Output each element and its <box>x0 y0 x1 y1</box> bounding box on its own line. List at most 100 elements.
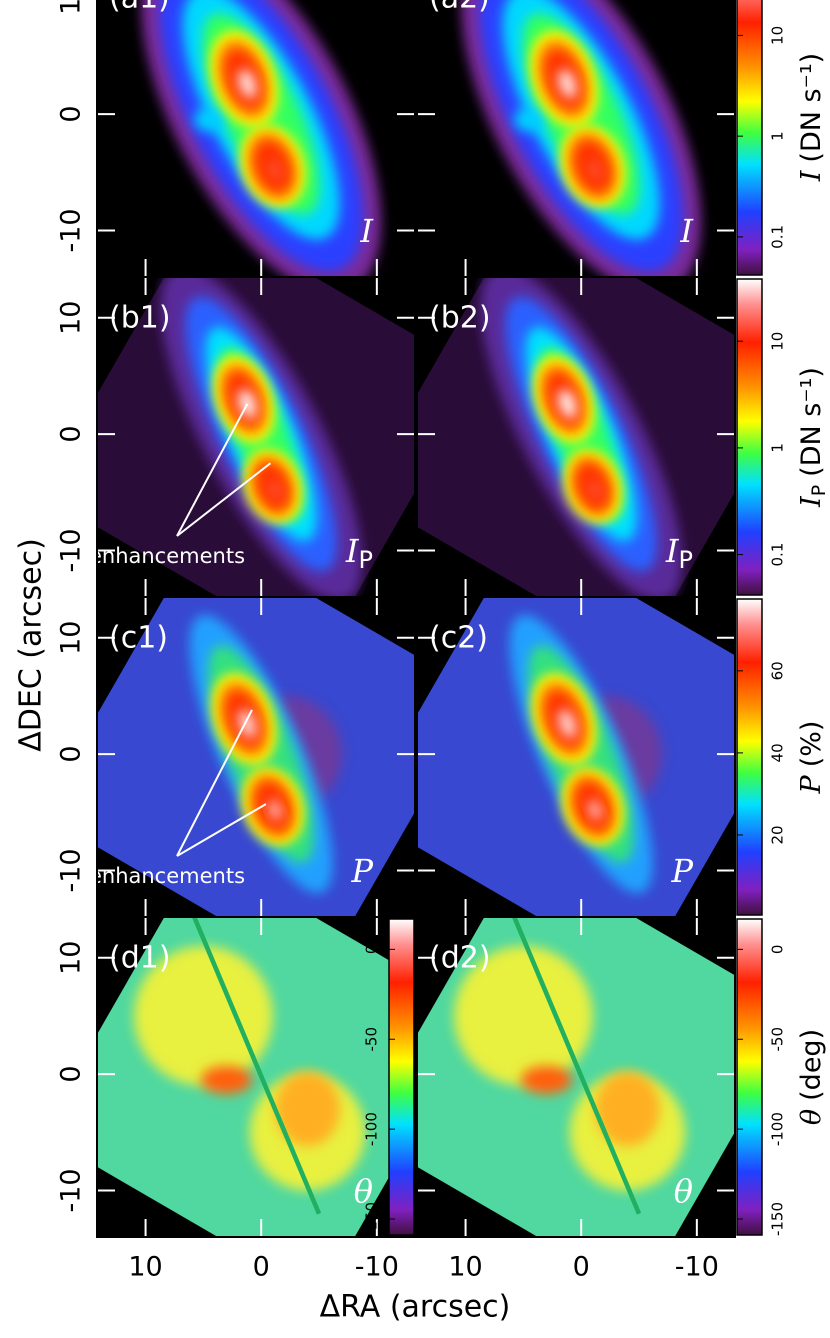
annotation-line <box>176 403 249 537</box>
x-tick-label: 10 <box>448 1252 482 1283</box>
panel-symbol: θ <box>354 1172 373 1210</box>
symbol: I <box>796 495 827 508</box>
panel-symbol: P <box>350 852 373 890</box>
colorbar-tick-label: 40 <box>769 743 787 762</box>
colorbar-gradient <box>736 278 763 596</box>
panel: (d2) θ <box>417 917 735 1237</box>
symbol: P <box>670 852 693 890</box>
colorbar-tick-label: 10 <box>769 26 787 45</box>
annotation-line <box>176 803 267 857</box>
x-tick-label: 10 <box>128 1252 162 1283</box>
y-tick-label: 10 <box>56 301 87 335</box>
colorbar-tick-label: 1 <box>769 443 787 453</box>
image-feature <box>268 159 282 180</box>
panel-label: (a1) <box>109 0 170 16</box>
panel-image <box>417 597 735 917</box>
image-feature <box>588 799 602 820</box>
colorbar-tick-label: -150 <box>363 1202 381 1236</box>
image-feature <box>558 69 577 99</box>
x-tick-label: -10 <box>675 1252 719 1283</box>
y-tick-label: 0 <box>56 105 87 122</box>
panel-image <box>97 277 415 597</box>
panel-label: (d1) <box>109 941 171 976</box>
symbol: P <box>796 774 827 794</box>
symbol: P <box>350 852 373 890</box>
panel-symbol: IP <box>665 532 693 575</box>
unit: (%) <box>796 721 827 768</box>
panel-image <box>461 0 702 277</box>
panel-image <box>417 277 735 597</box>
colorbar: 0 -50 -100 -150 θ (deg) <box>736 918 827 1236</box>
panel: (d1) θ <box>97 917 415 1237</box>
symbol: I <box>359 212 374 250</box>
subscript: P <box>808 485 830 496</box>
x-tick-label: 0 <box>253 1252 270 1283</box>
image-feature <box>275 1071 340 1147</box>
colorbar-tick-label: -50 <box>769 1027 787 1052</box>
panel-image <box>97 917 415 1237</box>
colorbar-tick-label: 0.1 <box>769 543 787 567</box>
colorbar: 0 -50 -100 -150 <box>363 918 415 1236</box>
panel-frame <box>96 916 416 1238</box>
colorbar-tick-label: 0.1 <box>769 225 787 249</box>
panel-label: (b2) <box>429 301 491 336</box>
image-feature <box>521 1065 572 1094</box>
image-feature <box>588 479 602 500</box>
colorbar-label: I (DN s⁻¹) <box>796 53 827 182</box>
x-tick-label: -10 <box>355 1252 399 1283</box>
panel: (b2) IP <box>417 277 735 597</box>
colorbar-label: IP (DN s⁻¹) <box>796 367 830 508</box>
colorbar-tick-label: 0 <box>769 945 787 955</box>
panel-image <box>141 0 382 277</box>
colorbar-tick-label: 1 <box>769 131 787 141</box>
colorbar-gradient <box>388 918 415 1236</box>
y-tick-label: -10 <box>56 528 87 572</box>
panel-symbol: P <box>670 852 693 890</box>
panel: (c2) P <box>417 597 735 917</box>
y-tick-label: 10 <box>56 621 87 655</box>
unit: (DN s⁻¹) <box>796 53 827 163</box>
colorbar-tick-label: 20 <box>769 825 787 844</box>
panel-image <box>97 597 415 917</box>
annotation: enhancements <box>89 864 245 888</box>
x-tick-label: 0 <box>573 1252 590 1283</box>
subscript: P <box>679 546 693 574</box>
colorbar: 20 40 60 P (%) <box>736 598 827 916</box>
colorbar-tick-label: 60 <box>769 661 787 680</box>
subscript: P <box>359 546 373 574</box>
colorbar-tick-label: -100 <box>769 1112 787 1146</box>
colorbar-gradient <box>736 918 763 1236</box>
image-feature <box>268 799 282 820</box>
y-tick-label: 10 <box>56 0 87 15</box>
y-tick-label: -10 <box>56 848 87 892</box>
image-feature <box>268 479 282 500</box>
panel: (a1) I <box>97 0 415 277</box>
colorbar-tick-label: -150 <box>769 1202 787 1236</box>
annotation-line <box>176 709 253 857</box>
symbol: I <box>796 169 827 182</box>
panel-label: (d2) <box>429 941 491 976</box>
panel-label: (c2) <box>429 621 488 656</box>
panel-symbol: IP <box>345 532 373 575</box>
annotation-line <box>176 462 272 537</box>
symbol: I <box>345 532 360 570</box>
annotation: enhancements <box>89 544 245 568</box>
panel-image <box>417 917 735 1237</box>
image-feature <box>201 1065 252 1094</box>
image-feature <box>558 389 577 419</box>
y-axis-label: ΔDEC (arcsec) <box>14 538 49 752</box>
unit: (deg) <box>796 1029 827 1101</box>
image-feature <box>194 108 225 132</box>
panel-label: (a2) <box>429 0 490 16</box>
image-feature <box>595 1071 660 1147</box>
colorbar-tick-label: -50 <box>363 1027 381 1052</box>
symbol: θ <box>354 1172 373 1210</box>
panel-symbol: I <box>679 212 694 250</box>
y-tick-label: 0 <box>56 425 87 442</box>
image-feature <box>514 108 545 132</box>
y-tick-label: -10 <box>56 208 87 252</box>
symbol: I <box>679 212 694 250</box>
symbol: θ <box>674 1172 693 1210</box>
